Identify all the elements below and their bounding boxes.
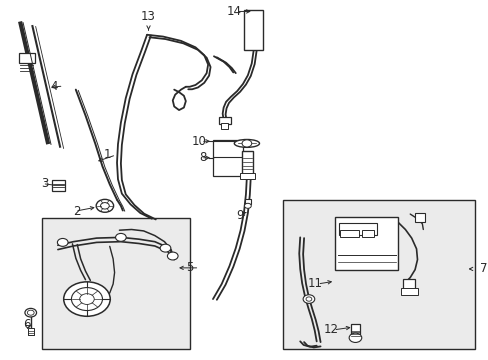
Bar [28, 328, 34, 335]
Bar [244, 10, 263, 50]
Circle shape [244, 203, 251, 208]
Circle shape [80, 294, 94, 305]
Text: 5: 5 [186, 261, 193, 274]
Circle shape [303, 295, 314, 303]
Circle shape [27, 310, 34, 315]
Bar [42, 218, 189, 349]
Circle shape [160, 244, 170, 252]
Text: 11: 11 [307, 278, 323, 291]
Bar [402, 279, 414, 291]
Text: 10: 10 [191, 135, 206, 148]
Bar [51, 180, 65, 192]
Circle shape [101, 203, 109, 209]
Circle shape [71, 288, 102, 311]
Text: 14: 14 [226, 5, 242, 18]
Text: 3: 3 [41, 177, 48, 190]
Bar [400, 288, 417, 295]
Circle shape [167, 252, 178, 260]
Circle shape [25, 309, 37, 317]
Bar [338, 223, 376, 234]
Bar [242, 151, 252, 176]
Circle shape [57, 238, 68, 246]
Circle shape [242, 140, 251, 147]
Bar [282, 200, 474, 349]
Text: 13: 13 [141, 10, 156, 23]
Text: 8: 8 [199, 151, 206, 164]
Circle shape [115, 233, 126, 241]
Bar [339, 230, 359, 237]
Circle shape [305, 297, 311, 301]
Text: 2: 2 [73, 205, 81, 218]
Bar [19, 53, 35, 63]
Bar [213, 140, 243, 176]
Circle shape [348, 333, 361, 342]
Text: 6: 6 [23, 318, 31, 330]
Circle shape [63, 282, 110, 316]
Text: 4: 4 [50, 80, 58, 93]
Bar [361, 230, 373, 237]
Bar [334, 217, 397, 270]
Text: 1: 1 [103, 148, 111, 161]
Bar [414, 213, 424, 222]
Bar [244, 199, 250, 204]
Bar [220, 123, 228, 129]
Circle shape [96, 199, 113, 212]
Bar [218, 117, 231, 125]
Text: 7: 7 [479, 262, 486, 275]
Bar [350, 324, 360, 334]
Text: 12: 12 [324, 323, 338, 336]
Bar [240, 173, 254, 179]
Text: 9: 9 [236, 209, 244, 222]
Ellipse shape [234, 139, 259, 147]
